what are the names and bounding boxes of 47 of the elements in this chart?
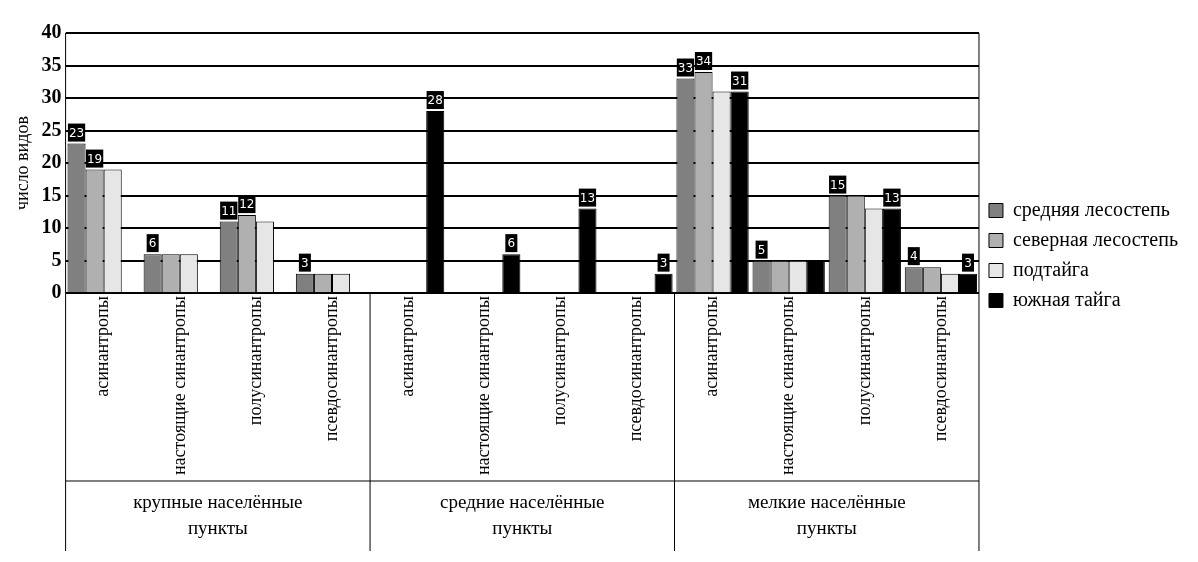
y-axis-title: число видов	[11, 116, 32, 211]
data-label: 3	[659, 255, 668, 270]
data-label: 3	[301, 255, 309, 270]
x-tick-label: настоящие синантропы	[472, 296, 493, 476]
data-label: 11	[221, 203, 237, 218]
y-tick-label: 40	[41, 20, 62, 43]
text: крупные населённые пункты	[133, 490, 303, 538]
x-tick-label: полусинантропы	[549, 296, 570, 426]
x-tick-label: псевдосинантропы	[929, 296, 950, 442]
y-tick-label: 10	[41, 215, 62, 238]
y-tick-label: 30	[41, 85, 62, 108]
text: мелкие населённые пункты	[747, 490, 906, 538]
data-label: 33	[677, 60, 694, 75]
data-label: 34	[695, 54, 712, 69]
y-tick-label: 20	[41, 150, 62, 173]
data-label: 3	[964, 255, 972, 270]
text: средние населённые пункты	[440, 490, 605, 538]
x-tick-label: псевдосинантропы	[625, 296, 646, 442]
x-tick-label: полусинантропы	[853, 296, 874, 426]
x-tick-label: полусинантропы	[244, 296, 265, 426]
data-label: 13	[579, 190, 596, 205]
x-tick-label: настоящие синантропы	[168, 296, 189, 476]
data-label: 23	[68, 125, 85, 140]
y-tick-label: 25	[41, 117, 62, 140]
x-tick-label: асинантропы	[701, 296, 722, 397]
data-label: 31	[732, 73, 748, 88]
y-tick-label: 15	[41, 182, 62, 205]
x-tick-label: асинантропы	[92, 296, 113, 397]
x-tick-label: настоящие синантропы	[777, 296, 798, 476]
y-tick-label: 0	[51, 280, 62, 303]
data-label: 19	[86, 151, 103, 166]
legend-label: подтайга	[1012, 257, 1090, 281]
x-tick-label: асинантропы	[396, 296, 417, 397]
data-label: 28	[427, 93, 443, 108]
legend-label: северная лесостепь	[1012, 227, 1178, 251]
data-label: 12	[239, 197, 255, 212]
data-label: 4	[909, 249, 918, 264]
legend-label: южная тайга	[1012, 287, 1121, 310]
data-label: 15	[830, 177, 846, 192]
data-label: 13	[884, 190, 900, 205]
data-label: 6	[507, 236, 516, 251]
data-label: 5	[757, 242, 766, 257]
x-tick-label: псевдосинантропы	[320, 296, 341, 442]
data-label: 6	[148, 236, 157, 251]
y-tick-label: 5	[51, 247, 62, 270]
y-tick-label: 35	[41, 52, 62, 75]
legend-label: средняя лесостепь	[1012, 197, 1170, 221]
